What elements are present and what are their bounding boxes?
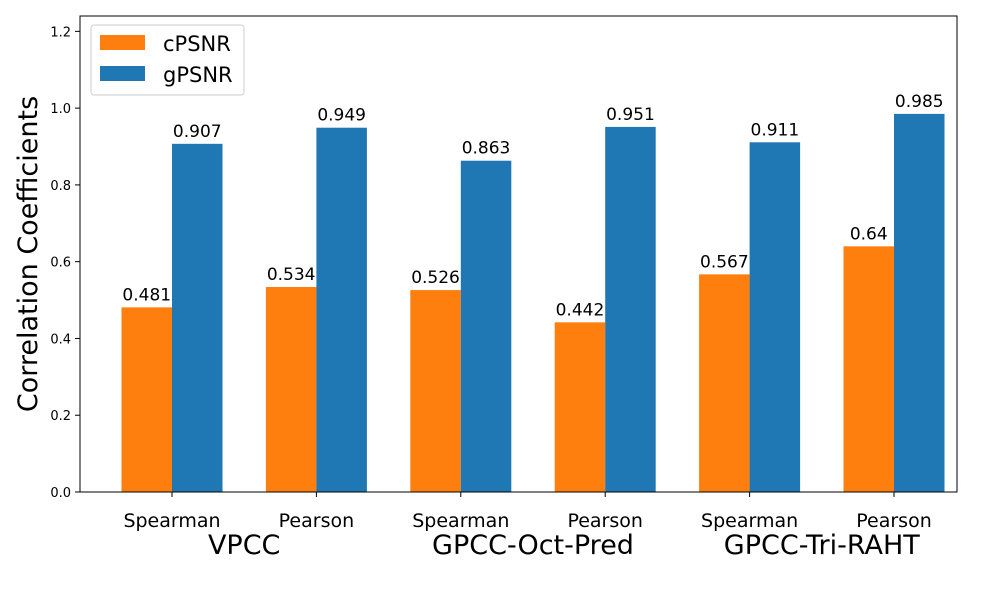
value-label-gpsnr-0: 0.907: [173, 122, 222, 142]
x-tick-label-1: Pearson: [279, 510, 355, 532]
y-tick-label-4: 0.8: [50, 179, 71, 194]
bar-cpsnr-3: [554, 322, 606, 492]
legend-label-cpsnr: cPSNR: [163, 32, 231, 56]
bar-gpsnr-2: [460, 160, 512, 492]
x-tick-label-0: Spearman: [123, 510, 220, 532]
x-tick-label-3: Pearson: [567, 510, 643, 532]
bar-cpsnr-0: [121, 307, 172, 492]
bar-cpsnr-1: [265, 287, 317, 492]
value-label-gpsnr-3: 0.951: [606, 105, 655, 125]
value-label-cpsnr-4: 0.567: [700, 252, 749, 272]
y-tick-label-2: 0.4: [50, 332, 71, 347]
y-tick-label-0: 0.0: [50, 486, 71, 501]
value-label-cpsnr-1: 0.534: [267, 265, 316, 285]
value-label-cpsnr-0: 0.481: [122, 285, 171, 305]
y-axis-title: Correlation Coefficients: [13, 96, 44, 412]
bar-gpsnr-0: [172, 143, 223, 492]
x-tick-label-5: Pearson: [856, 510, 932, 532]
value-label-gpsnr-1: 0.949: [317, 106, 366, 126]
group-label-0: VPCC: [208, 530, 280, 561]
x-tick-label-4: Spearman: [701, 510, 798, 532]
y-tick-label-5: 1.0: [50, 102, 71, 117]
y-axis: 0.0 0.2 0.4 0.6 0.8 1.0 1.2: [50, 25, 80, 501]
bar-cpsnr-2: [410, 290, 461, 492]
bar-cpsnr-5: [843, 246, 894, 492]
legend-label-gpsnr: gPSNR: [163, 63, 233, 87]
plot-area-frame: [79, 15, 958, 493]
value-label-cpsnr-3: 0.442: [556, 300, 605, 320]
x-tick-label-2: Spearman: [412, 510, 509, 532]
y-tick-label-1: 0.2: [50, 409, 71, 424]
value-label-cpsnr-2: 0.526: [411, 268, 460, 288]
value-label-gpsnr-5: 0.985: [895, 92, 944, 112]
bar-gpsnr-4: [749, 142, 801, 492]
x-axis: Spearman Pearson Spearman Pearson Spearman Pe…: [123, 492, 932, 561]
legend: cPSNR gPSNR: [90, 24, 245, 96]
bar-cpsnr-4: [699, 274, 750, 492]
group-label-1: GPCC-Oct-Pred: [432, 530, 634, 561]
value-label-cpsnr-5: 0.64: [850, 224, 888, 244]
bars-layer: [121, 113, 945, 493]
bar-gpsnr-3: [605, 126, 656, 492]
y-tick-label-3: 0.6: [50, 256, 71, 271]
y-tick-label-6: 1.2: [50, 25, 71, 40]
bar-gpsnr-1: [316, 127, 367, 492]
group-label-2: GPCC-Tri-RAHT: [724, 530, 920, 561]
bar-gpsnr-5: [894, 113, 945, 493]
value-label-gpsnr-4: 0.911: [751, 120, 800, 140]
legend-swatch-cpsnr: [100, 35, 145, 50]
value-label-gpsnr-2: 0.863: [462, 139, 511, 159]
legend-swatch-gpsnr: [100, 66, 145, 81]
value-labels-layer: 0.481 0.534 0.526 0.442 0.567 0.64 0.907 0.949 0…: [122, 92, 943, 320]
